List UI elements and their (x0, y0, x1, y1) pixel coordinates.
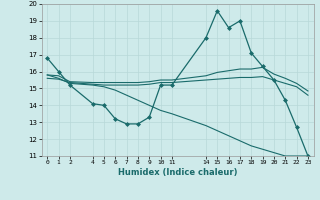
X-axis label: Humidex (Indice chaleur): Humidex (Indice chaleur) (118, 168, 237, 177)
